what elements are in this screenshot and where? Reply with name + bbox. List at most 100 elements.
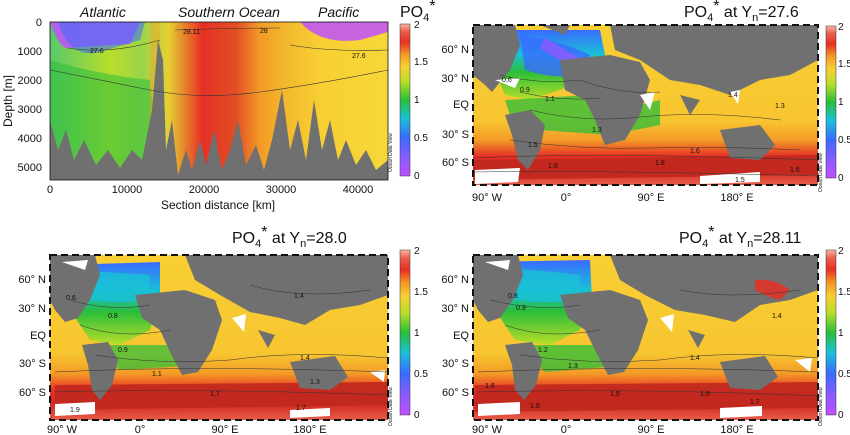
lon-tick-label: 90° E xyxy=(637,424,664,435)
map-panel-28-0: 0.6 0.8 0.9 1.1 1.3 1.4 1.4 1.7 1.7 1.9 … xyxy=(18,224,428,435)
lat-tick-label: 60° N xyxy=(441,274,469,286)
map-southern-band xyxy=(55,382,388,410)
contour-label: 1.6 xyxy=(690,148,700,155)
odv-credit: Ocean Data View xyxy=(388,133,394,172)
contour-label: 1.3 xyxy=(568,363,578,370)
lon-tick-label: 0° xyxy=(561,192,572,204)
contour-label: 0.9 xyxy=(516,305,526,312)
lat-tick-label: EQ xyxy=(453,330,469,342)
region-label-atlantic: Atlantic xyxy=(79,4,126,20)
y-tick-label: 0 xyxy=(36,17,42,29)
map-missing-data xyxy=(475,78,760,184)
contour-label: 1.7 xyxy=(750,399,760,406)
colorbar-tick: 0.5 xyxy=(414,369,428,380)
colorbar-tick: 0.5 xyxy=(838,135,850,146)
contour-label: 0.8 xyxy=(108,313,118,320)
region-label-southern-ocean: Southern Ocean xyxy=(178,4,280,20)
map-land xyxy=(473,25,818,170)
colorbar-tick: 0.5 xyxy=(414,133,428,144)
contour-label: 0.6 xyxy=(66,295,76,302)
y-tick-label: 3000 xyxy=(18,104,42,116)
odv-credit: Ocean Data View xyxy=(388,387,394,426)
map-contours xyxy=(477,289,819,397)
contour-label: 1.3 xyxy=(592,127,602,134)
colorbar-tick: 1.5 xyxy=(838,59,850,70)
section-frame xyxy=(49,21,389,181)
section-seafloor xyxy=(50,40,388,180)
lat-tick-label: 30° S xyxy=(442,358,469,370)
lon-tick-label: 180° E xyxy=(293,424,326,435)
section-contour xyxy=(289,44,389,51)
contour-label: 1.6 xyxy=(790,167,800,174)
section-contour-label: 28.11 xyxy=(183,29,200,36)
contour-label: 1.1 xyxy=(152,371,162,378)
map-southern-band xyxy=(475,382,818,412)
lat-tick-label: 30° S xyxy=(19,358,46,370)
y-tick-label: 4000 xyxy=(18,133,42,145)
colorbar-tick: 1 xyxy=(414,95,420,106)
lon-tick-label: 0° xyxy=(561,424,572,435)
colorbar-tick: 1.5 xyxy=(414,57,428,68)
lat-tick-label: 60° N xyxy=(18,274,46,286)
lon-tick-label: 0° xyxy=(135,424,146,435)
contour-label: 1.4 xyxy=(772,313,782,320)
section-x-ticks: 0 10000 20000 30000 40000 xyxy=(47,184,373,196)
colorbar-tick: 0 xyxy=(414,171,420,182)
lat-tick-label: 60° S xyxy=(442,387,469,399)
map-lat-ticks: 60° N 30° N EQ 30° S 60° S xyxy=(441,274,469,399)
lon-tick-label: 90° W xyxy=(47,424,78,435)
lat-tick-label: EQ xyxy=(453,99,469,111)
map-lat-ticks: 60° N 30° N EQ 30° S 60° S xyxy=(441,44,469,169)
map-frame xyxy=(49,254,389,421)
colorbar xyxy=(399,249,411,416)
contour-label: 1.3 xyxy=(310,379,320,386)
map-contour-labels: 0.6 0.8 0.9 1.1 1.3 1.4 1.4 1.7 1.7 1.9 xyxy=(66,293,320,414)
contour-label: 1.7 xyxy=(296,405,306,412)
section-green-atlantic xyxy=(50,60,160,180)
map-panel-27-6: 0.6 0.9 1.1 1.3 1.4 1.3 1.5 1.6 1.8 1.8 … xyxy=(441,0,850,204)
odv-credit: Ocean Data View xyxy=(818,387,824,426)
map-title: PO4* at Yn=28.0 xyxy=(232,224,347,250)
map-panel-28-11: 0.8 0.9 1.2 1.3 1.4 1.4 1.5 1.5 1.6 1.7 … xyxy=(441,224,850,435)
contour-label: 0.8 xyxy=(508,293,518,300)
map-lon-ticks: 90° W 0° 90° E 180° E xyxy=(472,424,754,435)
contour-label: 1.5 xyxy=(610,391,620,398)
x-tick-label: 40000 xyxy=(343,184,374,196)
map-north-pacific-high xyxy=(755,279,790,300)
contour-label: 1.1 xyxy=(545,96,555,103)
contour-label: 1.7 xyxy=(210,391,220,398)
x-axis-label: Section distance [km] xyxy=(161,198,275,212)
map-contours xyxy=(54,284,389,396)
y-tick-label: 5000 xyxy=(18,162,42,174)
colorbar xyxy=(825,25,837,179)
lat-tick-label: 30° N xyxy=(18,303,46,315)
lat-tick-label: 30° N xyxy=(441,73,469,85)
map-lon-ticks: 90° W 0° 90° E 180° E xyxy=(472,192,754,204)
x-tick-label: 30000 xyxy=(266,184,297,196)
colorbar-tick: 2 xyxy=(838,246,844,257)
contour-label: 0.9 xyxy=(520,87,530,94)
x-tick-label: 0 xyxy=(47,184,53,196)
colorbar xyxy=(399,23,411,177)
contour-label: 1.2 xyxy=(538,347,548,354)
contour-label: 1.9 xyxy=(70,407,80,414)
y-tick-label: 2000 xyxy=(18,75,42,87)
map-missing-data xyxy=(478,260,812,418)
contour-label: 1.3 xyxy=(775,103,785,110)
map-title: PO4* at Yn=27.6 xyxy=(684,0,799,24)
contour-label: 1.5 xyxy=(700,391,710,398)
colorbar-tick: 1.5 xyxy=(838,287,850,298)
lat-tick-label: 60° S xyxy=(442,157,469,169)
map-contour-labels: 0.8 0.9 1.2 1.3 1.4 1.4 1.5 1.5 1.6 1.7 … xyxy=(485,293,782,410)
contour-label: 1.8 xyxy=(655,160,665,167)
lon-tick-label: 90° E xyxy=(211,424,238,435)
x-tick-label: 20000 xyxy=(189,184,220,196)
lon-tick-label: 180° E xyxy=(720,424,753,435)
region-label-pacific: Pacific xyxy=(318,4,359,20)
colorbar-tick: 2 xyxy=(414,20,420,31)
section-contour-label: 27.6 xyxy=(352,53,366,60)
lat-tick-label: 60° N xyxy=(441,44,469,56)
map-land xyxy=(50,255,388,400)
section-contour-label: 27.6 xyxy=(90,48,104,55)
